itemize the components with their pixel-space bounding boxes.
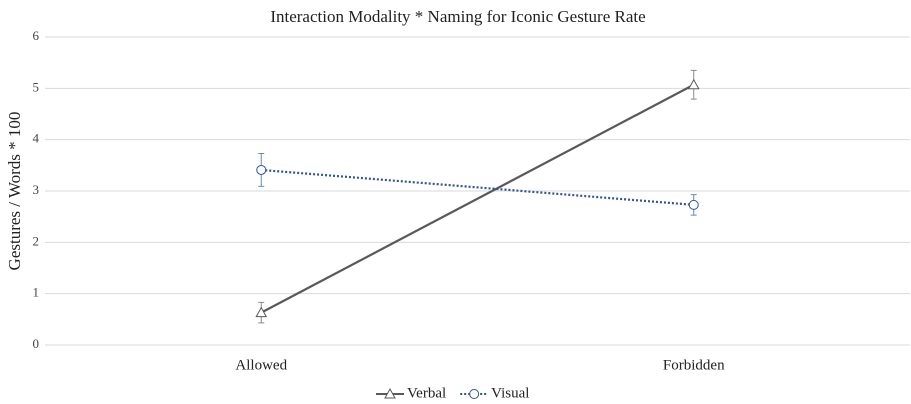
legend-label: Verbal — [407, 385, 446, 401]
legend-item: Verbal — [376, 385, 446, 401]
y-axis-label: Gestures / Words * 100 — [5, 112, 24, 271]
series-line — [261, 168, 694, 206]
legend-item: Visual — [460, 385, 529, 401]
x-tick-label: Allowed — [235, 357, 287, 373]
marker — [469, 389, 480, 399]
series-line — [260, 83, 695, 314]
chart-title: Interaction Modality * Naming for Iconic… — [270, 7, 645, 26]
marker — [256, 164, 267, 175]
y-tick-label: 4 — [33, 131, 40, 146]
y-tick-label: 5 — [33, 79, 40, 94]
x-tick-label: Forbidden — [663, 357, 725, 373]
legend-label: Visual — [491, 385, 529, 401]
marker — [687, 78, 700, 90]
marker — [688, 199, 699, 210]
marker — [384, 387, 396, 399]
y-tick-label: 3 — [33, 182, 40, 197]
y-tick-label: 1 — [33, 285, 40, 300]
y-tick-label: 2 — [33, 233, 40, 248]
y-tick-label: 0 — [33, 336, 40, 351]
y-tick-label: 6 — [33, 28, 40, 43]
marker — [255, 306, 268, 318]
